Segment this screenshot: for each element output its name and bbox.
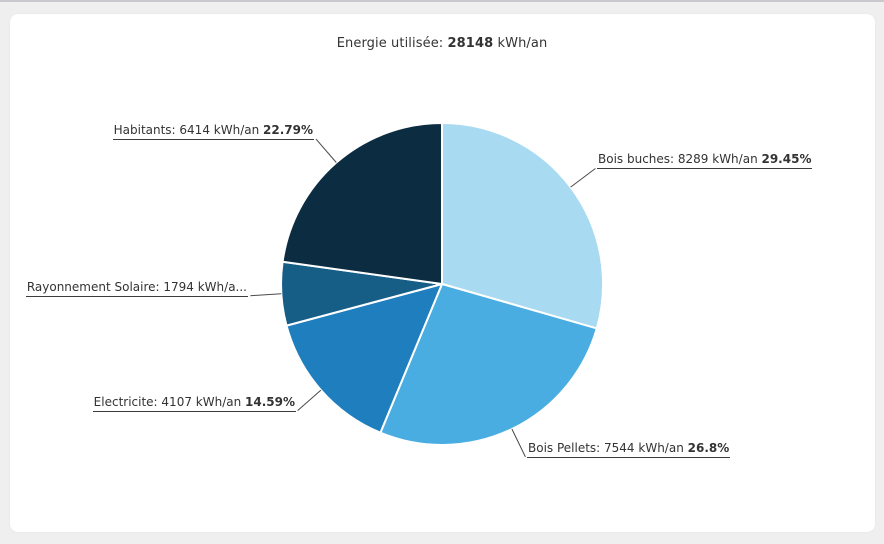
chart-title-value: 28148 bbox=[447, 36, 494, 51]
pie-label-text: Bois buches: 8289 kWh/an bbox=[598, 152, 762, 166]
pie-label-bois-buches: Bois buches: 8289 kWh/an 29.45% bbox=[597, 152, 813, 169]
pie-label-text: Habitants: 6414 kWh/an bbox=[113, 123, 264, 137]
chart-title: Energie utilisée: 28148 kWh/an bbox=[0, 36, 884, 51]
pie-label-percent: 26.8% bbox=[687, 441, 730, 455]
pie-label-text: Rayonnement Solaire: 1794 kWh/a... bbox=[26, 280, 247, 294]
pie-slice-electricite[interactable] bbox=[285, 283, 443, 434]
chart-title-prefix: Energie utilisée: bbox=[336, 36, 444, 51]
pie-leader-line-rayonnement-solaire bbox=[250, 293, 282, 297]
pie-leader-line-electricite bbox=[297, 389, 322, 411]
pie-label-text: Electricite: 4107 kWh/an bbox=[93, 395, 246, 409]
pie-label-percent: 14.59% bbox=[245, 395, 295, 409]
pie-label-bois-pellets: Bois Pellets: 7544 kWh/an 26.8% bbox=[527, 441, 731, 458]
pie-label-percent: 22.79% bbox=[263, 123, 313, 137]
pie-slice-habitants[interactable] bbox=[281, 122, 443, 285]
pie-label-rayonnement-solaire: Rayonnement Solaire: 1794 kWh/a... bbox=[25, 280, 248, 297]
pie-slice-bois-buches[interactable] bbox=[441, 122, 604, 330]
pie-leader-line-habitants bbox=[315, 138, 337, 163]
pie-label-habitants: Habitants: 6414 kWh/an 22.79% bbox=[112, 123, 314, 140]
pie-leader-line-bois-buches bbox=[570, 168, 596, 188]
pie-leader-line-bois-pellets bbox=[511, 428, 526, 458]
pie-label-percent: 29.45% bbox=[761, 152, 812, 166]
pie-label-text: Bois Pellets: 7544 kWh/an bbox=[528, 441, 688, 455]
chart-title-suffix: kWh/an bbox=[497, 36, 548, 51]
pie-label-electricite: Electricite: 4107 kWh/an 14.59% bbox=[92, 395, 296, 412]
